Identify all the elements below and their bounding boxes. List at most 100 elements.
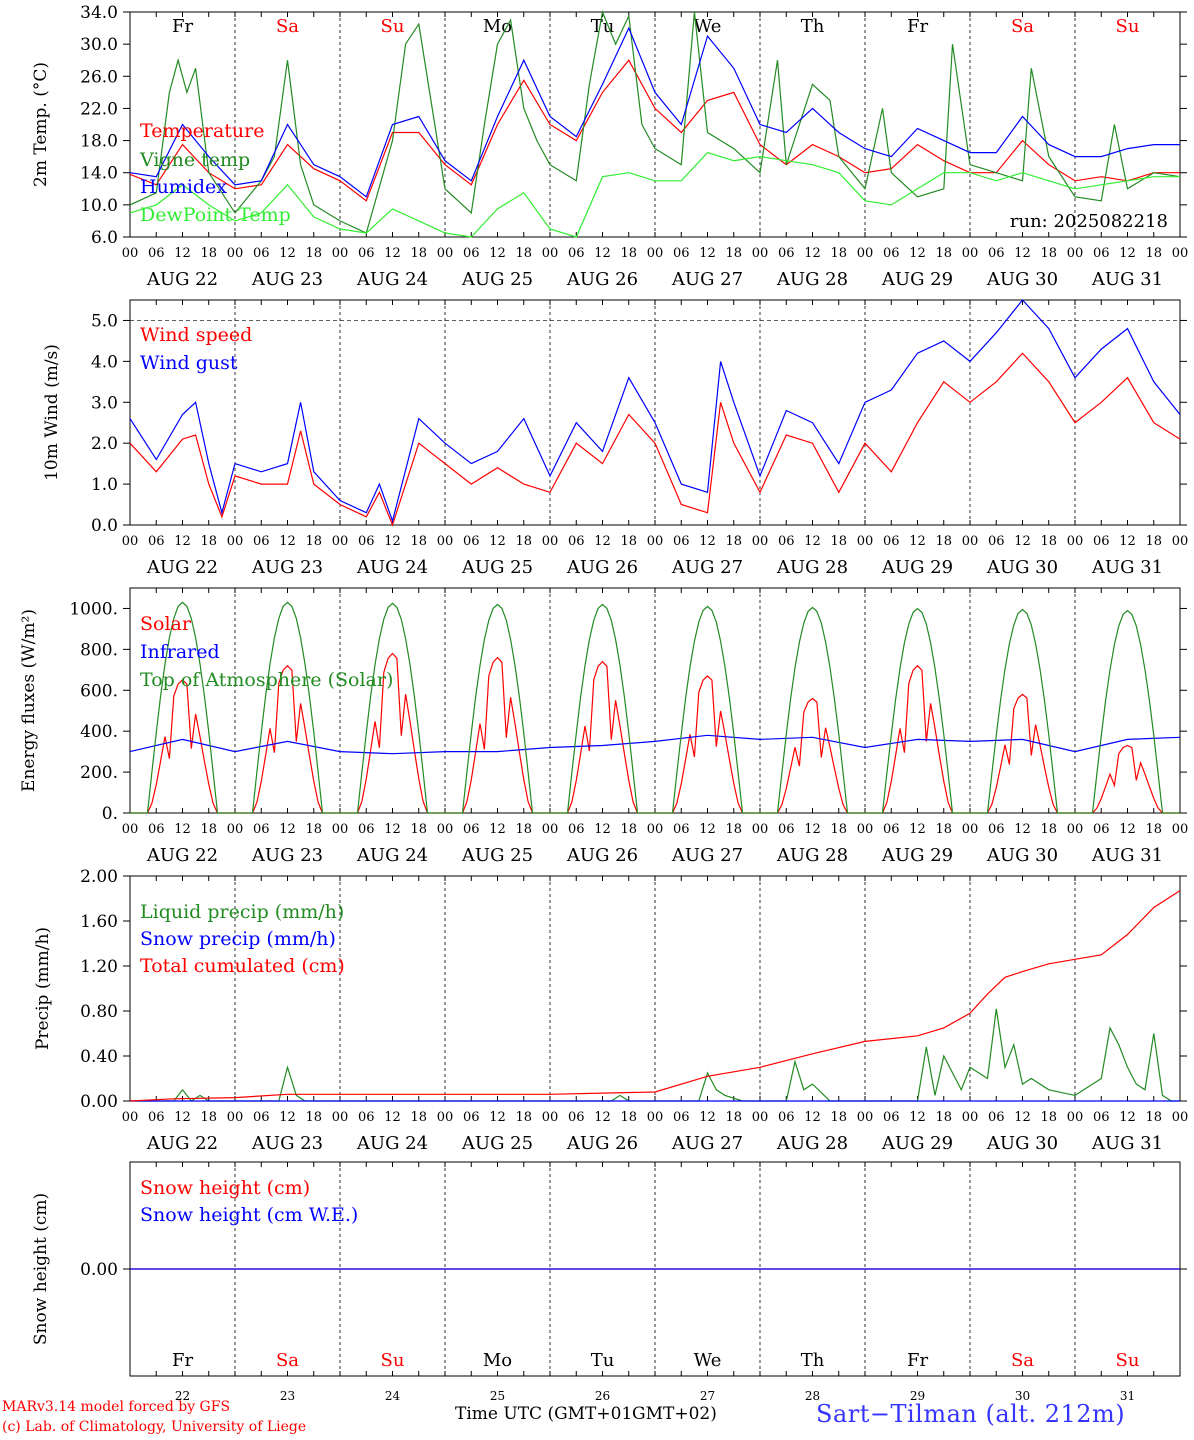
date-label: AUG 28 [776,845,848,866]
hour-tick-label: 06 [568,534,585,549]
hour-tick-label: 06 [883,822,900,837]
y-axis-title: Energy fluxes (W/m²) [19,609,39,792]
date-label: AUG 22 [146,557,218,578]
hour-tick-label: 18 [410,534,427,549]
legend-entry: DewPoint Temp [140,204,291,226]
legend-entry: Wind speed [140,324,252,346]
hour-tick-label: 12 [489,822,506,837]
hour-tick-label: 00 [857,1110,874,1125]
date-label: AUG 25 [461,1133,533,1154]
date-label: AUG 26 [566,557,638,578]
date-label: AUG 25 [461,269,533,290]
hour-tick-label: 12 [174,822,191,837]
hour-tick-label: 18 [830,1110,847,1125]
series-line-infrared [129,734,1181,755]
hour-tick-label: 12 [699,246,716,261]
hour-tick-label: 00 [542,534,559,549]
hour-tick-label: 12 [489,246,506,261]
hour-tick-label: 06 [1093,534,1110,549]
hour-tick-label: 06 [673,534,690,549]
legend-entry: Snow height (cm W.E.) [140,1204,358,1226]
legend-entry: Wind gust [140,352,238,374]
hour-tick-label: 00 [437,534,454,549]
date-label: AUG 29 [881,557,953,578]
hour-tick-label: 12 [594,246,611,261]
y-tick-label: 0.0 [91,516,118,536]
hour-tick-label: 12 [279,246,296,261]
y-tick-label: 10.0 [80,196,118,216]
series-line-total-cumulated-cm [129,890,1181,1102]
series-line-wind-gust [129,299,1181,523]
hour-tick-label: 00 [962,246,979,261]
hour-tick-label: 06 [778,534,795,549]
hour-tick-label: 18 [305,1110,322,1125]
hour-tick-label: 00 [437,1110,454,1125]
day-name-label: Su [1116,16,1140,37]
y-axis-title: Snow height (cm) [31,1193,51,1345]
hour-tick-label: 06 [253,1110,270,1125]
hour-tick-label: 00 [122,1110,139,1125]
hour-tick-label: 12 [384,246,401,261]
hour-tick-label: 00 [437,246,454,261]
hour-tick-label: 06 [988,534,1005,549]
hour-tick-label: 12 [1119,534,1136,549]
hour-tick-label: 12 [489,1110,506,1125]
hour-tick-label: 12 [174,246,191,261]
legend-entry: Vigne temp [139,149,250,171]
date-label: AUG 30 [986,845,1058,866]
series-line-dewpoint-temp [129,151,1180,238]
hour-tick-label: 00 [647,246,664,261]
y-tick-label: 22.0 [80,99,118,119]
hour-tick-label: 12 [279,1110,296,1125]
hour-tick-label: 00 [1067,1110,1084,1125]
day-number-label: 26 [595,1389,610,1403]
hour-tick-label: 18 [1040,534,1057,549]
hour-tick-label: 18 [1145,822,1162,837]
hour-tick-label: 00 [857,534,874,549]
date-label: AUG 26 [566,845,638,866]
hour-tick-label: 18 [200,1110,217,1125]
hour-tick-label: 00 [1067,822,1084,837]
hour-tick-label: 12 [384,1110,401,1125]
hour-tick-label: 06 [148,534,165,549]
panel-3: 0. 200. 400. 600. 800. 1000. Energy fluxes (W/… [19,587,1188,866]
hour-tick-label: 12 [1014,534,1031,549]
date-label: AUG 28 [776,557,848,578]
hour-tick-label: 18 [515,534,532,549]
date-label: AUG 24 [356,1133,428,1154]
hour-tick-label: 12 [699,822,716,837]
hour-tick-label: 00 [1172,1110,1189,1125]
hour-tick-label: 06 [883,246,900,261]
legend-entry: Humidex [140,176,227,198]
hour-tick-label: 06 [568,822,585,837]
hour-tick-label: 12 [804,246,821,261]
panel-2: 0.0 1.0 2.0 3.0 4.0 5.0 10m Wind (m/s) 00 06 12 18… [42,299,1188,578]
time-axis-label: Time UTC (GMT+01 [455,1404,633,1424]
day-name-label: Su [381,16,405,37]
hour-tick-label: 06 [463,246,480,261]
hour-tick-label: 00 [752,534,769,549]
hour-tick-label: 18 [1040,822,1057,837]
legend-entry: Snow height (cm) [140,1177,310,1199]
hour-tick-label: 12 [699,1110,716,1125]
hour-tick-label: 00 [857,246,874,261]
hour-tick-label: 00 [227,822,244,837]
date-label: AUG 22 [146,1133,218,1154]
legend-entry: Temperature [140,120,264,142]
hour-tick-label: 06 [148,1110,165,1125]
date-label: AUG 31 [1091,1133,1163,1154]
day-name-label: Su [381,1350,405,1371]
hour-tick-label: 18 [200,822,217,837]
day-name-label: Su [1116,1350,1140,1371]
hour-tick-label: 06 [778,822,795,837]
hour-tick-label: 06 [883,534,900,549]
hour-tick-label: 00 [1172,246,1189,261]
hour-tick-label: 18 [410,1110,427,1125]
date-label: AUG 22 [146,269,218,290]
hour-tick-label: 18 [1040,246,1057,261]
hour-tick-label: 12 [1014,822,1031,837]
day-name-label: Mo [483,1350,512,1371]
hour-tick-label: 00 [332,822,349,837]
y-tick-label: 1000. [69,599,118,619]
